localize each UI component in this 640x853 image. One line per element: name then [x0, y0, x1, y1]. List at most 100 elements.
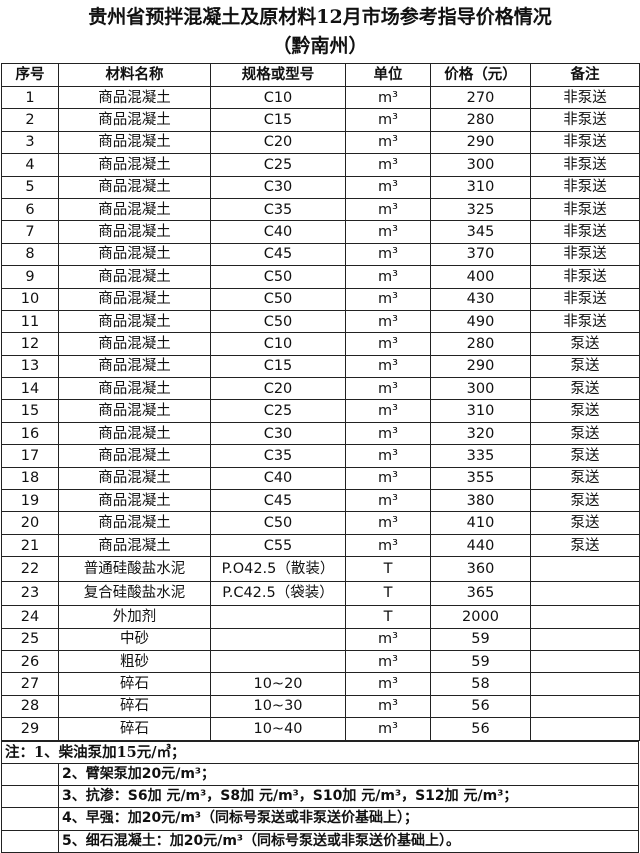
col-material-cell: 碎石: [58, 694, 211, 719]
col-material-cell: 商品混凝土: [58, 466, 211, 491]
table-row: 29 碎石 10~40 m³ 56: [1, 717, 640, 741]
note-3: 3、抗渗：S6加 元/m³，S8加 元/m³，S10加 元/m³，S12加 元/…: [62, 788, 518, 805]
header-col-remark: 备注: [530, 63, 640, 87]
col-price-cell: 59: [430, 627, 531, 651]
col-spec-cell: C55: [210, 533, 346, 558]
col-remark-cell: [530, 717, 640, 741]
col-spec-cell: C40: [210, 466, 346, 491]
col-price-cell: 380: [430, 489, 531, 513]
col-remark-cell: [530, 627, 640, 651]
col-spec-cell: C25: [210, 399, 346, 423]
col-unit-cell: m³: [345, 220, 431, 244]
col-index-cell: 4: [1, 153, 59, 177]
price-table: 序号 材料名称 规格或型号 单位 价格（元） 备注 1 商品混凝土 C10 m³ 270 非泵送 2 商…: [1, 63, 640, 741]
col-spec-cell: 10~30: [210, 694, 346, 719]
col-price-cell: 280: [430, 332, 531, 356]
col-index-cell: 1: [1, 85, 59, 110]
table-row: 5 商品混凝土 C30 m³ 310 非泵送: [1, 175, 640, 199]
col-spec-cell: C45: [210, 489, 346, 513]
table-row: 24 外加剂 T 2000: [1, 605, 640, 629]
col-unit-cell: m³: [345, 108, 431, 132]
col-spec-cell: C35: [210, 444, 346, 468]
col-index-cell: 23: [1, 580, 59, 607]
col-remark-cell: 非泵送: [530, 309, 640, 334]
col-index-cell: 3: [1, 130, 59, 155]
col-unit-cell: T: [345, 605, 431, 629]
col-price-cell: 400: [430, 265, 531, 289]
col-spec-cell: C50: [210, 309, 346, 334]
col-remark-cell: 非泵送: [530, 175, 640, 199]
col-material-cell: 碎石: [58, 717, 211, 741]
title-line-1: 贵州省预拌混凝土及原材料12月市场参考指导价格情况: [88, 6, 552, 28]
col-price-cell: 300: [430, 377, 531, 401]
table-row: 17 商品混凝土 C35 m³ 335 泵送: [1, 444, 640, 468]
col-unit-cell: m³: [345, 309, 431, 334]
col-price-cell: 59: [430, 649, 531, 674]
col-unit-cell: m³: [345, 377, 431, 401]
col-price-cell: 355: [430, 466, 531, 491]
col-remark-cell: [530, 605, 640, 629]
col-index-cell: 24: [1, 605, 59, 629]
col-index-cell: 26: [1, 649, 59, 674]
col-spec-cell: C40: [210, 220, 346, 244]
col-material-cell: 商品混凝土: [58, 332, 211, 356]
header-col-spec: 规格或型号: [210, 63, 346, 87]
col-unit-cell: T: [345, 580, 431, 607]
table-row: 26 粗砂 m³ 59: [1, 649, 640, 674]
table-row: 6 商品混凝土 C35 m³ 325 非泵送: [1, 197, 640, 222]
col-material-cell: 商品混凝土: [58, 197, 211, 222]
col-remark-cell: 泵送: [530, 354, 640, 379]
col-spec-cell: C10: [210, 85, 346, 110]
col-material-cell: 商品混凝土: [58, 175, 211, 199]
col-material-cell: 商品混凝土: [58, 421, 211, 446]
col-price-cell: 335: [430, 444, 531, 468]
col-remark-cell: 泵送: [530, 444, 640, 468]
col-remark-cell: 非泵送: [530, 220, 640, 244]
table-row: 13 商品混凝土 C15 m³ 290 泵送: [1, 354, 640, 379]
col-material-cell: 碎石: [58, 672, 211, 696]
col-price-cell: 360: [430, 556, 531, 582]
col-remark-cell: 非泵送: [530, 153, 640, 177]
col-index-cell: 5: [1, 175, 59, 199]
col-remark-cell: 非泵送: [530, 108, 640, 132]
col-unit-cell: m³: [345, 533, 431, 558]
col-material-cell: 普通硅酸盐水泥: [58, 556, 211, 582]
table-row: 10 商品混凝土 C50 m³ 430 非泵送: [1, 287, 640, 311]
header-col-material: 材料名称: [58, 63, 211, 87]
notes-section: 注：1、柴油泵加15元/㎥； 2、臂架泵加20元/m³； 3、抗渗：S6加 元/…: [1, 741, 639, 853]
col-price-cell: 320: [430, 421, 531, 446]
col-unit-cell: m³: [345, 130, 431, 155]
col-price-cell: 310: [430, 175, 531, 199]
col-index-cell: 16: [1, 421, 59, 446]
col-material-cell: 商品混凝土: [58, 444, 211, 468]
col-index-cell: 27: [1, 672, 59, 696]
col-spec-cell: C15: [210, 108, 346, 132]
col-material-cell: 复合硅酸盐水泥: [58, 580, 211, 607]
col-price-cell: 430: [430, 287, 531, 311]
col-spec-cell: C45: [210, 242, 346, 267]
col-price-cell: 345: [430, 220, 531, 244]
header-col-price: 价格（元）: [430, 63, 531, 87]
col-index-cell: 25: [1, 627, 59, 651]
col-index-cell: 13: [1, 354, 59, 379]
col-remark-cell: 泵送: [530, 332, 640, 356]
table-row: 21 商品混凝土 C55 m³ 440 泵送: [1, 533, 640, 558]
col-unit-cell: m³: [345, 332, 431, 356]
col-material-cell: 中砂: [58, 627, 211, 651]
table-row: 19 商品混凝土 C45 m³ 380 泵送: [1, 489, 640, 513]
col-price-cell: 370: [430, 242, 531, 267]
col-remark-cell: 非泵送: [530, 130, 640, 155]
col-spec-cell: 10~40: [210, 717, 346, 741]
col-spec-cell: C30: [210, 421, 346, 446]
col-unit-cell: m³: [345, 444, 431, 468]
col-remark-cell: [530, 672, 640, 696]
col-material-cell: 粗砂: [58, 649, 211, 674]
table-row: 9 商品混凝土 C50 m³ 400 非泵送: [1, 265, 640, 289]
col-remark-cell: 泵送: [530, 421, 640, 446]
col-material-cell: 商品混凝土: [58, 108, 211, 132]
col-material-cell: 商品混凝土: [58, 489, 211, 513]
col-remark-cell: 泵送: [530, 377, 640, 401]
note-2: 2、臂架泵加20元/m³；: [62, 766, 216, 782]
col-material-cell: 商品混凝土: [58, 287, 211, 311]
col-spec-cell: [210, 627, 346, 651]
